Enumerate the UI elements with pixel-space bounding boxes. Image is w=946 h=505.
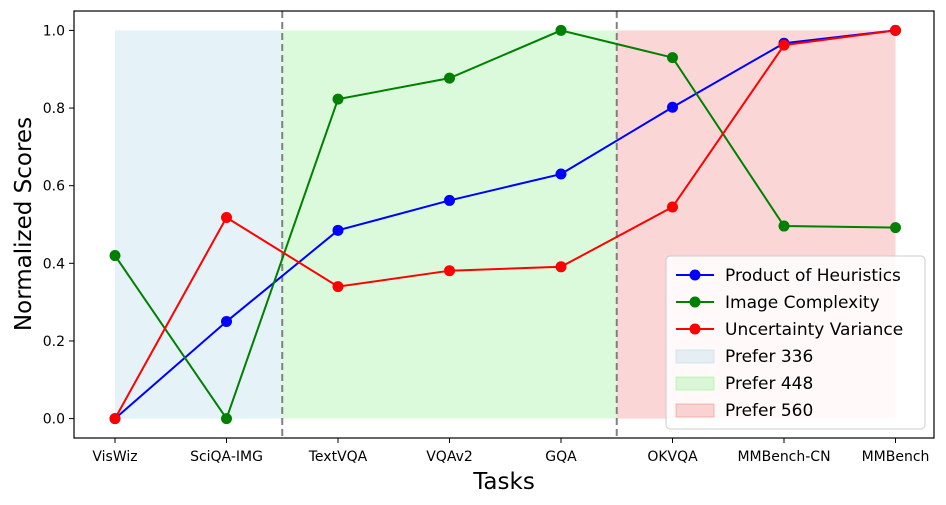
legend-label: Uncertainty Variance [725, 320, 903, 340]
y-tick-label: 0.8 [43, 101, 65, 117]
legend-swatch-3 [675, 403, 715, 418]
series-line-3 [114, 29, 896, 420]
legend-label: Prefer 336 [725, 347, 813, 367]
data-point-s1-sciqa-img [221, 316, 232, 328]
x-tick-label: VQAv2 [426, 449, 473, 465]
data-point-s2-viswiz [109, 250, 121, 262]
data-point-s3-gqa [555, 261, 567, 273]
series-line-2 [114, 29, 896, 421]
x-tick-label: SciQA-IMG [190, 449, 263, 465]
data-point-s2-mmbench-cn [778, 220, 790, 232]
x-tick-label: TextVQA [308, 449, 368, 465]
data-point-s3-mmbench-cn [778, 39, 790, 51]
x-tick-label: MMBench [862, 449, 930, 465]
legend-label: Prefer 560 [725, 401, 813, 421]
y-axis-title: Normalized Scores [11, 117, 37, 331]
legend-marker-1 [689, 269, 701, 281]
legend-marker-3 [689, 323, 701, 335]
data-point-s2-sciqa-img [221, 413, 232, 425]
data-point-s1-textvqa [332, 224, 344, 236]
data-point-s1-okvqa [667, 101, 678, 113]
legend-marker-2 [689, 296, 701, 308]
legend: Product of Heuristics Image Complexity Unc… [665, 255, 926, 430]
data-point-s3-textvqa [332, 281, 344, 293]
y-tick-label: 1.0 [43, 23, 65, 39]
series-line-1 [114, 29, 896, 420]
x-tick-label: GQA [545, 449, 577, 465]
legend-label: Image Complexity [725, 293, 880, 313]
legend-label: Product of Heuristics [725, 266, 901, 286]
divider-lines [281, 11, 618, 438]
data-point-s1-gqa [555, 168, 567, 180]
legend-swatch-2 [675, 376, 715, 391]
x-tick-label: MMBench-CN [737, 449, 830, 465]
region-1 [115, 30, 283, 419]
data-point-s2-mmbench [890, 222, 901, 234]
data-point-s3-vqav2 [444, 265, 455, 277]
legend-swatch-1 [675, 349, 715, 364]
data-point-s2-gqa [555, 24, 567, 36]
data-point-s3-mmbench [890, 24, 901, 36]
legend-label: Prefer 448 [725, 374, 813, 394]
x-tick-label: VisWiz [92, 449, 137, 465]
data-point-s3-okvqa [667, 201, 678, 213]
y-tick-label: 0.4 [43, 256, 65, 272]
data-point-s2-textvqa [332, 93, 344, 105]
plot-frame [73, 10, 935, 439]
data-point-s3-sciqa-img [221, 212, 232, 224]
data-point-s3-viswiz [109, 413, 121, 425]
region-2 [282, 30, 617, 419]
data-point-s1-vqav2 [444, 194, 455, 206]
x-tick-label: OKVQA [647, 449, 698, 465]
y-axis-ticks: 0.0 0.2 0.4 0.6 0.8 1.0 [43, 23, 74, 428]
y-tick-label: 0.6 [43, 179, 65, 195]
data-point-s2-vqav2 [444, 72, 455, 84]
y-tick-label: 0.2 [43, 334, 65, 350]
x-axis-title: Tasks [472, 469, 535, 495]
series-lines [114, 29, 896, 421]
series-points [109, 24, 901, 425]
data-point-s2-okvqa [667, 52, 678, 64]
y-tick-label: 0.0 [43, 412, 65, 428]
legend-box [665, 255, 926, 430]
x-axis-ticks: VisWiz SciQA-IMG TextVQA VQAv2 GQA OKVQA MMBen… [92, 438, 929, 465]
